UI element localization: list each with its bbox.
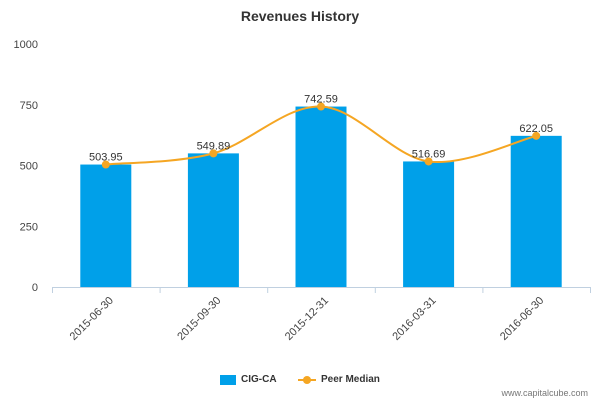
peer-median-point-2015-12-31[interactable] [317, 102, 325, 111]
x-tick-label: 2015-12-31 [283, 295, 331, 343]
data-label: 503.95 [89, 152, 123, 164]
y-tick-label: 750 [20, 100, 38, 112]
chart-title: Revenues History [240, 8, 360, 24]
bar-2016-06-30[interactable] [510, 135, 562, 287]
legend-bar-swatch [220, 374, 236, 385]
watermark: www.capitalcube.com [501, 388, 588, 398]
data-label: 742.59 [304, 94, 338, 106]
peer-median-point-2016-06-30[interactable] [532, 131, 541, 140]
bar-2015-09-30[interactable] [187, 153, 239, 287]
peer-median-line [101, 102, 541, 169]
x-tick-label: 2016-06-30 [498, 295, 546, 343]
peer-median-point-2015-09-30[interactable] [209, 149, 218, 158]
data-label: 549.89 [197, 140, 231, 152]
legend-line-swatch [298, 375, 316, 385]
peer-median-point-2016-03-31[interactable] [424, 157, 433, 166]
legend-label-peer-median: Peer Median [321, 374, 380, 385]
peer-median-point-2015-06-30[interactable] [101, 160, 110, 169]
legend-item-peer-median[interactable]: Peer Median [298, 374, 380, 385]
data-label: 516.69 [412, 148, 446, 160]
y-tick-label: 0 [32, 282, 38, 294]
bar-2016-03-31[interactable] [403, 161, 455, 287]
y-tick-label: 250 [20, 221, 38, 233]
x-tick-label: 2016-03-31 [390, 295, 438, 343]
legend-label-cig-ca: CIG-CA [241, 374, 277, 385]
x-tick-label: 2015-06-30 [68, 295, 116, 343]
bar-2015-12-31[interactable] [295, 106, 347, 287]
y-tick-label: 500 [20, 161, 38, 173]
legend-item-cig-ca[interactable]: CIG-CA [220, 374, 277, 385]
bar-2015-06-30[interactable] [80, 164, 132, 287]
x-tick-label: 2015-09-30 [175, 295, 223, 343]
bars [80, 106, 562, 287]
y-tick-label: 1000 [14, 39, 38, 51]
data-labels: 503.95 549.89 742.59 516.69 622.05 [89, 94, 553, 164]
legend: CIG-CA Peer Median [0, 374, 600, 390]
data-label: 622.05 [519, 123, 553, 135]
